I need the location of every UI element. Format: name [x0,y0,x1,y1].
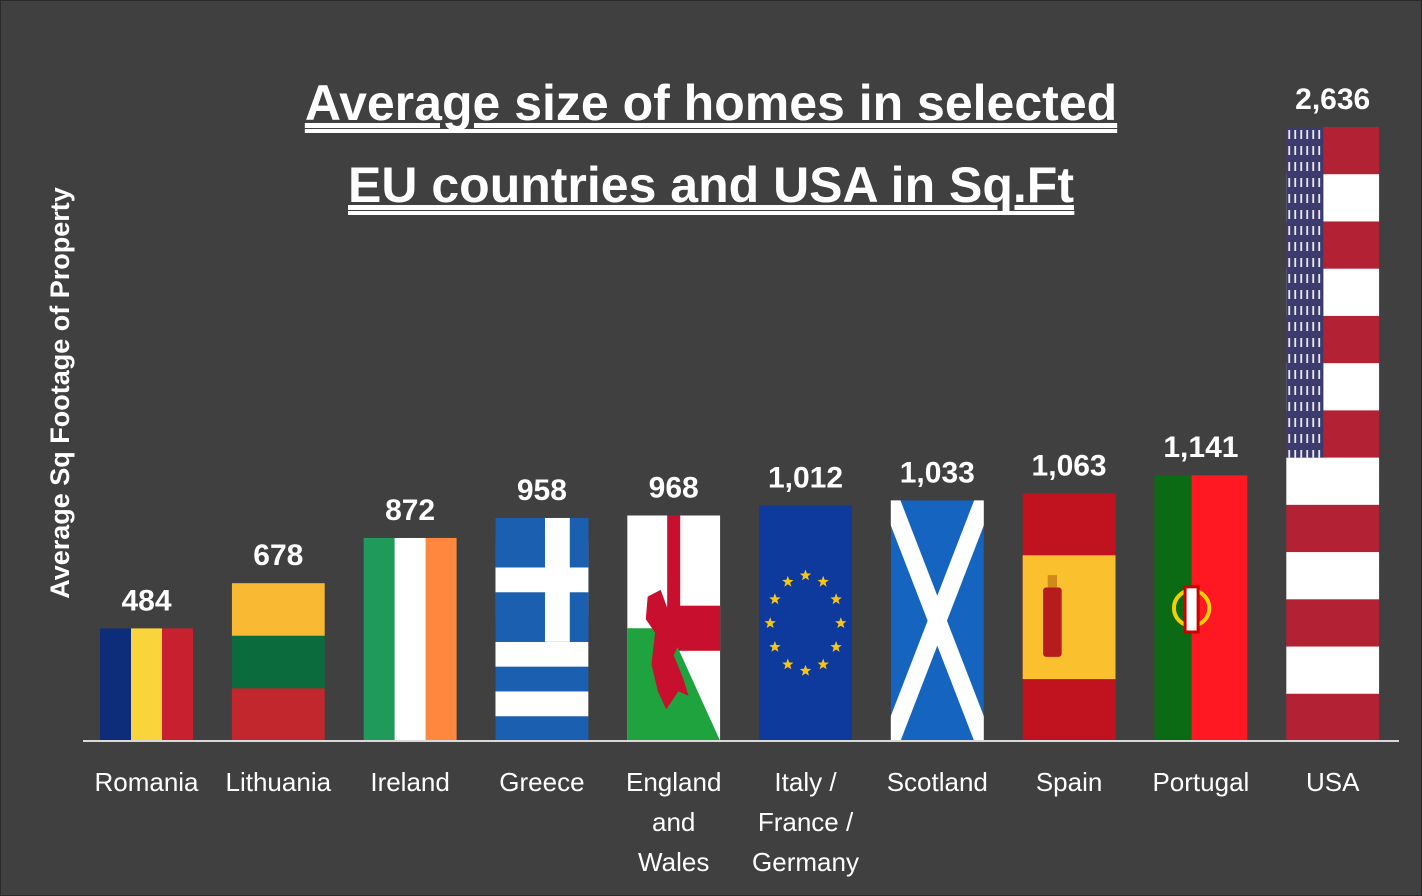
x-tick-label: Romania [94,767,199,797]
flag-star-icon [782,575,794,587]
flag-star-icon [817,575,829,587]
bar-scotland [890,500,984,742]
flag-star-icon [830,641,842,652]
flag-stripe [162,628,193,742]
flag-stripe [495,691,589,717]
flag-stripe [131,628,163,742]
bar-england-wales [627,515,721,741]
flag-star-icon [830,593,842,605]
flag-stripe [1286,599,1380,647]
x-tick-label: Greece [499,767,584,797]
data-label: 958 [517,474,567,507]
chart-title-underline-2 [348,211,1075,215]
flag-crown-icon [1047,575,1058,588]
x-tick-label: Lithuania [226,767,332,797]
bar-portugal [1154,475,1248,741]
data-label: 1,033 [900,456,975,489]
flag-star-icon [799,664,812,676]
flag-stripe [100,628,132,742]
x-tick-label: Ireland [370,767,450,797]
flag-stripe [1286,457,1380,506]
x-tick-label: Germany [752,847,859,877]
flag-saltire [890,500,984,742]
bar-greece [495,517,589,742]
bar-usa [1286,127,1380,741]
bar-spain [1022,493,1116,742]
x-tick-label: and [652,807,695,837]
flag-stripe [1286,693,1380,741]
flag-stripe [495,666,589,692]
bar-romania [100,628,193,742]
flag-star-icon [817,658,829,670]
flag-stripe [394,537,427,742]
x-tick-label: Italy / [774,767,837,797]
flag-stripe [495,716,589,742]
flag-stripe [1191,475,1248,741]
data-label: 968 [649,472,699,505]
data-label: 1,141 [1163,431,1238,464]
flag-star-icon [764,617,776,628]
data-label: 484 [121,584,171,617]
x-tick-label: France / [758,807,854,837]
chart-title-underline-1 [304,129,1118,133]
bar-ireland [363,537,457,742]
x-tick-label: Portugal [1152,767,1249,797]
x-tick-label: England [626,767,721,797]
bar-lithuania [231,583,325,742]
flag-star-icon [782,658,794,670]
flag-stripe [1022,555,1116,680]
flag-star-icon [835,617,847,628]
data-label: 2,636 [1295,83,1370,116]
flag-stripe [1286,552,1380,600]
flag-stripe [425,537,457,742]
flag-coat-of-arms-icon [1043,587,1062,657]
x-tick-label: USA [1306,767,1360,797]
flag-star-icon [769,593,781,605]
data-label: 678 [253,539,303,572]
data-label: 872 [385,494,435,527]
flag-stripe [231,583,325,637]
chart-title-line-1: Average size of homes in selected [305,75,1117,131]
chart-title-line-2: EU countries and USA in Sq.Ft [348,157,1074,213]
flag-stripe [1286,646,1380,695]
data-label: 1,012 [768,461,843,494]
x-tick-label: Wales [638,847,709,877]
flag-stripe [495,641,589,668]
flag-cross-horizontal [495,567,589,593]
y-axis-label: Average Sq Footage of Property [45,187,75,599]
data-label: 1,063 [1032,449,1107,482]
flag-field [759,505,852,742]
flag-star-icon [799,569,812,581]
flag-shield-icon [1183,585,1200,634]
flag-canton [1286,127,1324,458]
x-tick-label: Spain [1036,767,1103,797]
flag-stripe [231,688,325,742]
flag-stripe [363,537,396,742]
flag-dragon-icon [645,589,689,710]
x-tick-label: Scotland [887,767,988,797]
bar-eu [759,505,852,742]
flag-stripe [231,635,325,689]
flag-stripe [1286,504,1380,553]
flag-star-icon [769,641,781,652]
